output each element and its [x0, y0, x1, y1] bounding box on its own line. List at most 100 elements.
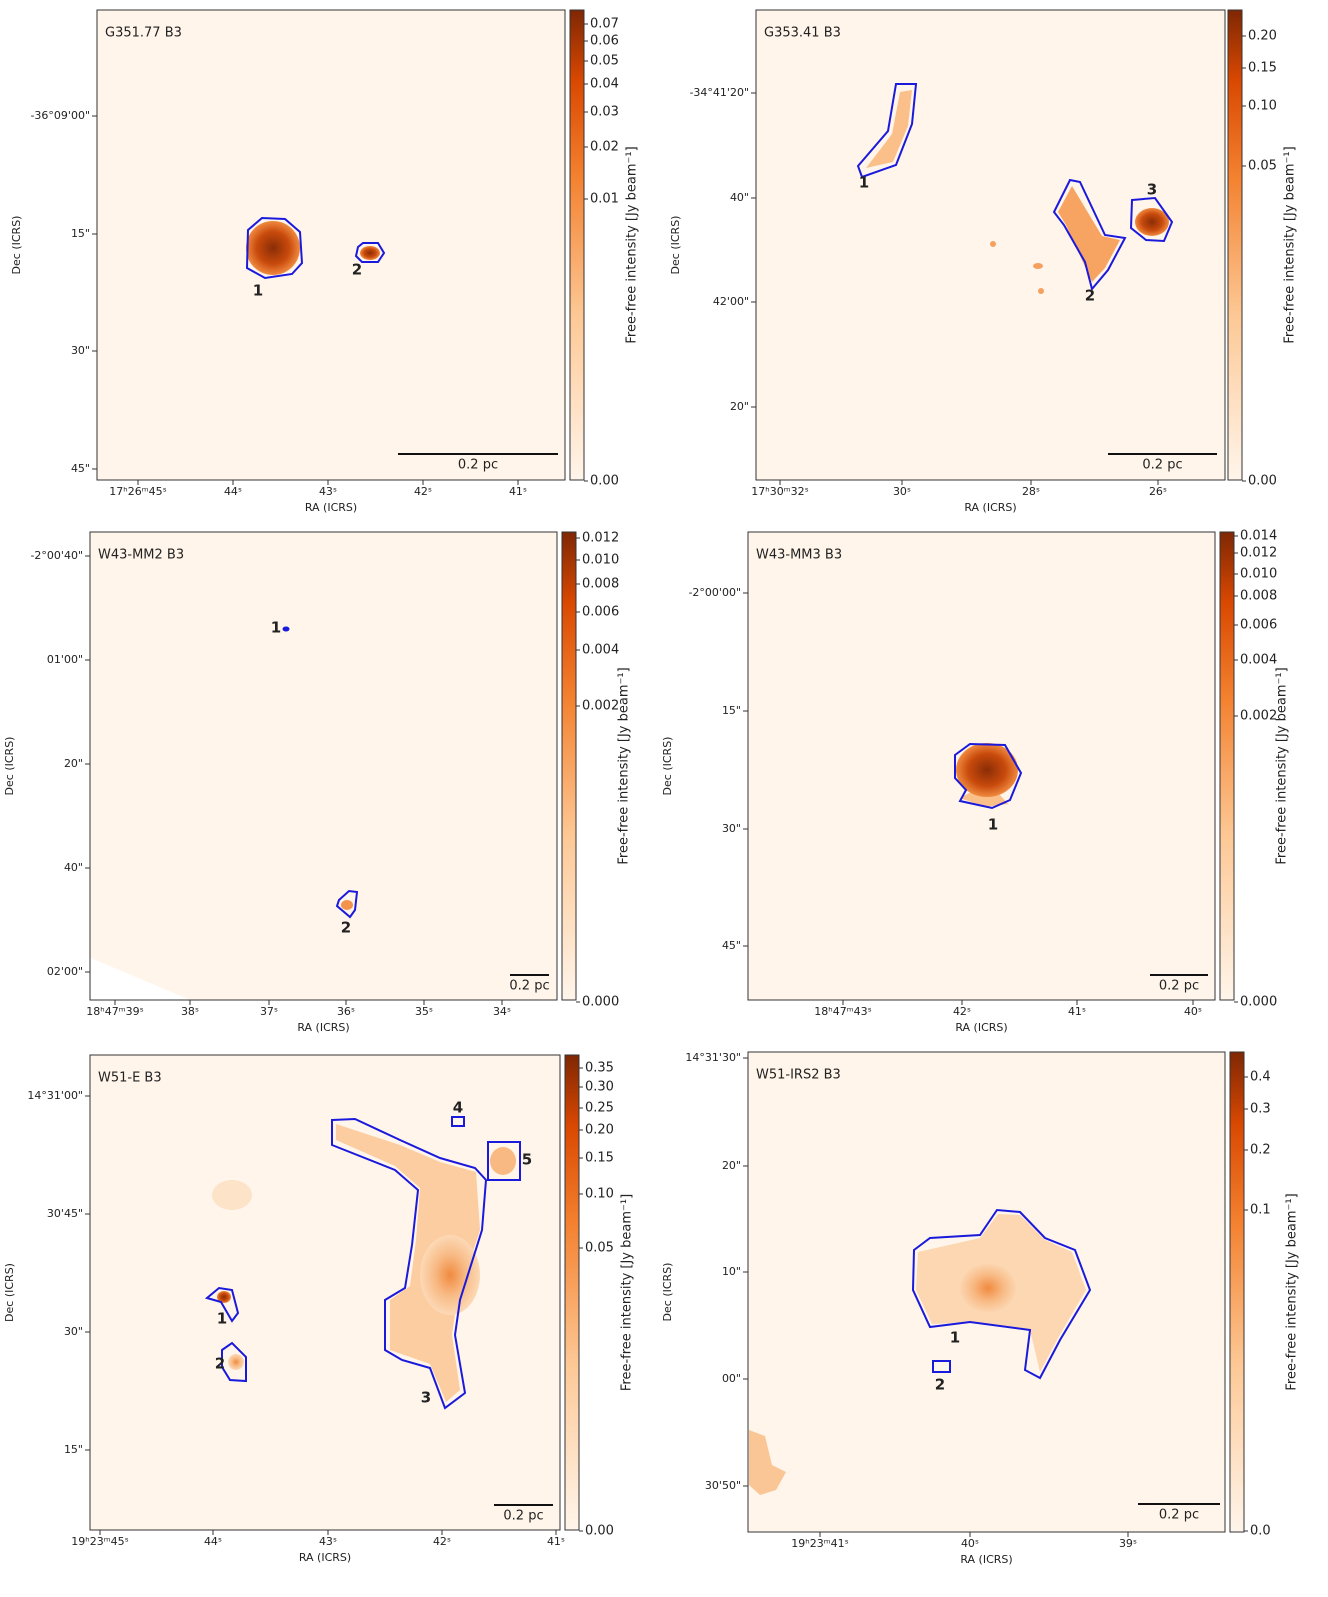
y-tick-label: 15" [64, 1443, 83, 1456]
colorbar-tick-label: 0.20 [1248, 29, 1277, 44]
x-tick-label: 38ˢ [181, 1005, 199, 1018]
y-tick-label: 01'00" [47, 653, 83, 666]
panel-title: W51-IRS2 B3 [756, 1068, 841, 1083]
colorbar-tick-label: 0.2 [1250, 1143, 1271, 1158]
scale-bar-label: 0.2 pc [1159, 1508, 1199, 1523]
frame [89, 531, 558, 1001]
colorbar [561, 531, 577, 1001]
colorbar-tick-label: 0.15 [1248, 61, 1277, 76]
colorbar-tick-label: 0.012 [1240, 546, 1277, 561]
x-tick-label: 30ˢ [893, 485, 911, 498]
y-axis-label: Dec (ICRS) [3, 737, 16, 796]
emission [341, 900, 353, 910]
colorbar-tick-label: 0.000 [582, 995, 619, 1010]
colorbar-tick-label: 0.05 [585, 1241, 614, 1256]
emission [1058, 186, 1120, 282]
region-label: 1 [217, 1310, 227, 1328]
emission [91, 958, 190, 1000]
colorbar-tick-label: 0.06 [590, 34, 619, 49]
region-label: 5 [522, 1151, 532, 1169]
emission [1135, 208, 1169, 236]
region-outline [1052, 178, 1127, 292]
emission [990, 241, 996, 247]
y-axis-label: Dec (ICRS) [661, 737, 674, 796]
colorbar-tick-label: 0.00 [1248, 474, 1277, 489]
colorbar-tick-label: 0.006 [1240, 618, 1277, 633]
region-outline [856, 83, 918, 179]
region-label: 1 [988, 816, 998, 834]
colorbar-label: Free-free intensity [Jy beam⁻¹] [620, 1194, 635, 1391]
colorbar-tick-label: 0.4 [1250, 1070, 1271, 1085]
region-outline [932, 1360, 951, 1373]
y-tick-label: 10" [722, 1265, 741, 1278]
frame [89, 1054, 561, 1531]
x-tick-label: 34ˢ [493, 1005, 511, 1018]
scale-bar-label: 0.2 pc [1142, 458, 1182, 473]
x-axis-label: RA (ICRS) [299, 1551, 351, 1564]
x-tick-label: 39ˢ [1119, 1537, 1137, 1550]
colorbar-tick-label: 0.35 [585, 1061, 614, 1076]
x-tick-label: 17ʰ26ᵐ45ˢ [109, 485, 166, 498]
x-tick-label: 44ˢ [224, 485, 242, 498]
y-tick-label: 40" [730, 191, 749, 204]
y-tick-label: 15" [722, 704, 741, 717]
emission [749, 1430, 786, 1495]
region-outline [282, 626, 290, 632]
colorbar-tick-label: 0.008 [582, 577, 619, 592]
emission [246, 221, 300, 275]
region-outline [354, 242, 386, 263]
emission [217, 1291, 231, 1303]
region-outline [911, 1208, 1092, 1380]
colorbar-tick-label: 0.10 [1248, 99, 1277, 114]
frame [747, 531, 1216, 1001]
colorbar-tick-label: 0.002 [582, 699, 619, 714]
frame [747, 1051, 1226, 1533]
x-tick-label: 42ˢ [953, 1005, 971, 1018]
panel-title: W51-E B3 [98, 1071, 162, 1086]
x-tick-label: 35ˢ [415, 1005, 433, 1018]
x-tick-label: 42ˢ [433, 1535, 451, 1548]
y-tick-label: 20" [722, 1159, 741, 1172]
colorbar-tick-label: 0.05 [590, 54, 619, 69]
colorbar [1219, 531, 1235, 1001]
colorbar-tick-label: 0.002 [1240, 709, 1277, 724]
panel-title: W43-MM2 B3 [98, 548, 184, 563]
x-tick-label: 44ˢ [204, 1535, 222, 1548]
emission [866, 90, 912, 168]
x-tick-label: 43ˢ [319, 485, 337, 498]
region-outline [245, 216, 304, 280]
y-tick-label: -2°00'00" [688, 586, 741, 599]
x-tick-label: 36ˢ [337, 1005, 355, 1018]
scale-bar-label: 0.2 pc [1159, 979, 1199, 994]
scale-bar-label: 0.2 pc [458, 458, 498, 473]
panel-title: G351.77 B3 [105, 26, 182, 41]
y-tick-label: -34°41'20" [689, 86, 749, 99]
emission [958, 1262, 1018, 1314]
colorbar-label: Free-free intensity [Jy beam⁻¹] [1275, 667, 1290, 864]
y-tick-label: 45" [722, 939, 741, 952]
x-tick-label: 41ˢ [1068, 1005, 1086, 1018]
emission [420, 1235, 480, 1315]
y-axis-label: Dec (ICRS) [3, 1263, 16, 1322]
colorbar-tick-label: 0.03 [590, 105, 619, 120]
x-tick-label: 18ʰ47ᵐ43ˢ [814, 1005, 871, 1018]
colorbar-tick-label: 0.02 [590, 140, 619, 155]
y-tick-label: 45" [71, 462, 90, 475]
x-tick-label: 19ʰ23ᵐ41ˢ [791, 1537, 848, 1550]
emission [1033, 263, 1043, 269]
colorbar-tick-label: 0.20 [585, 1123, 614, 1138]
colorbar-tick-label: 0.008 [1240, 589, 1277, 604]
colorbar-tick-label: 0.1 [1250, 1203, 1271, 1218]
colorbar-tick-label: 0.01 [590, 192, 619, 207]
y-axis-label: Dec (ICRS) [661, 1263, 674, 1322]
panel-title: W43-MM3 B3 [756, 548, 842, 563]
panel: 1 2 W43-MM2 B3 18ʰ47ᵐ39ˢ 38ˢ 37ˢ 36ˢ 35ˢ 34ˢ -2°0… [3, 531, 632, 1035]
y-axis-label: Dec (ICRS) [669, 216, 682, 275]
region-outline [204, 1286, 240, 1323]
x-tick-label: 17ʰ30ᵐ32ˢ [751, 485, 808, 498]
panel: 1 2 G351.77 B3 17ʰ26ᵐ45ˢ 44ˢ 43ˢ 42ˢ 41ˢ -36°09'… [10, 9, 640, 514]
image-background [90, 532, 557, 1000]
colorbar-tick-label: 0.00 [585, 1524, 614, 1539]
y-tick-label: 30'50" [705, 1479, 741, 1492]
colorbar-label: Free-free intensity [Jy beam⁻¹] [617, 667, 632, 864]
